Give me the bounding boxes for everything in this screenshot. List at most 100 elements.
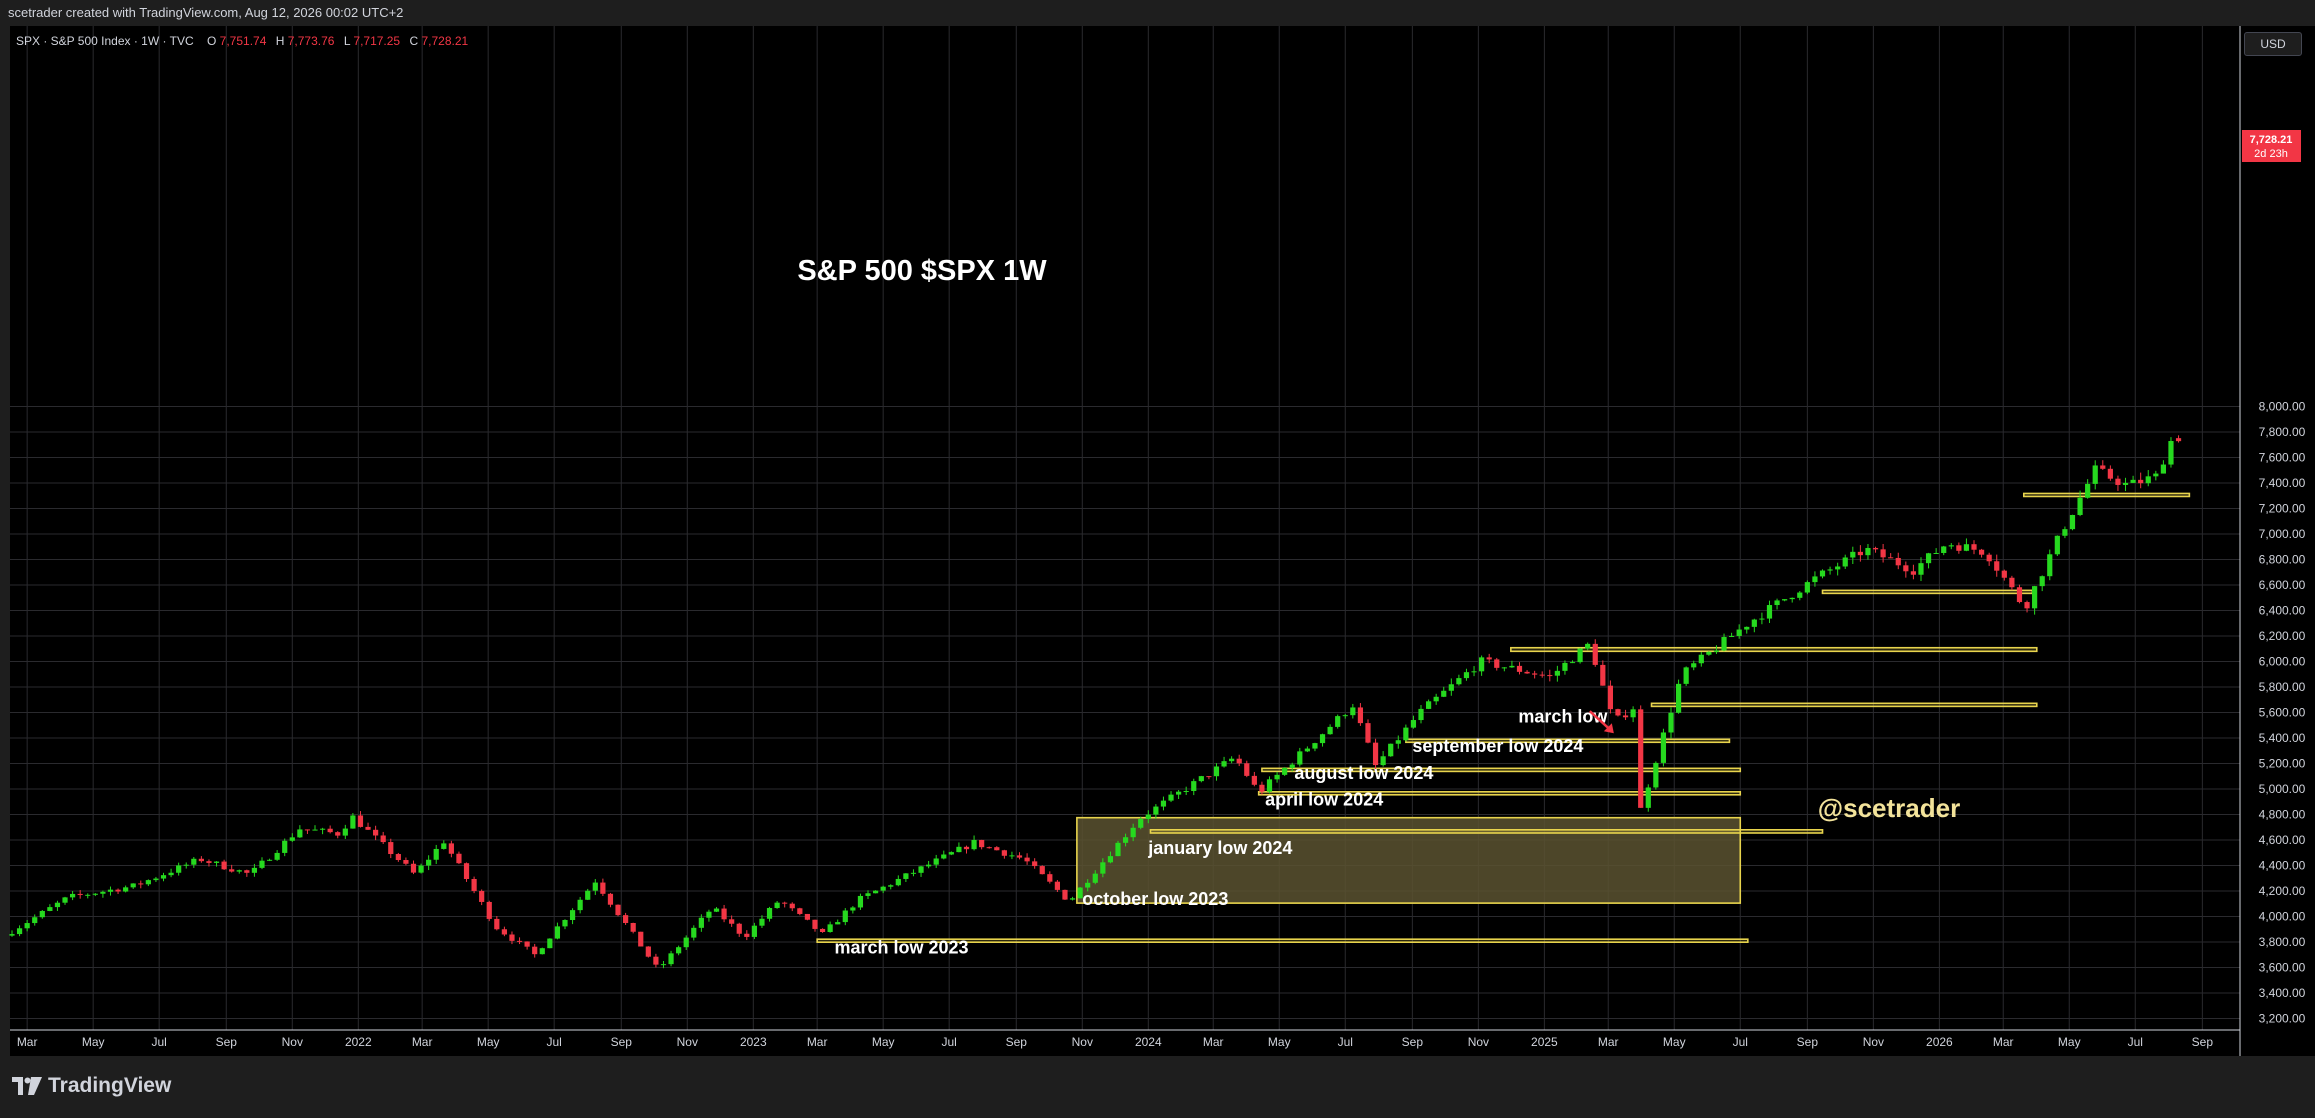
candle-body bbox=[570, 910, 575, 920]
candle-body bbox=[1055, 882, 1060, 890]
candle-body bbox=[2138, 480, 2143, 483]
candle-body bbox=[858, 896, 863, 908]
candle-body bbox=[1729, 636, 1734, 637]
price-tick-label: 6,400.00 bbox=[2259, 604, 2306, 618]
candle-body bbox=[956, 847, 961, 852]
candle-body bbox=[812, 920, 817, 929]
candle-body bbox=[282, 841, 287, 853]
time-tick-label: Mar bbox=[1993, 1035, 2014, 1049]
candle-body bbox=[1131, 828, 1136, 837]
candle-body bbox=[1926, 553, 1931, 563]
candle-body bbox=[828, 924, 833, 932]
candle-body bbox=[2168, 441, 2173, 465]
time-tick-label: Nov bbox=[1468, 1035, 1489, 1049]
price-chart[interactable]: march low 2023 october low 2023 january lo… bbox=[0, 0, 2315, 1056]
candle-body bbox=[1411, 720, 1416, 728]
candle-body bbox=[290, 837, 295, 840]
time-tick-label: 2026 bbox=[1926, 1035, 1953, 1049]
candle-body bbox=[881, 887, 886, 891]
candle-body bbox=[1661, 732, 1666, 762]
candle-body bbox=[1343, 715, 1348, 716]
price-axis-background[interactable] bbox=[2240, 26, 2315, 1056]
candle-body bbox=[2009, 578, 2014, 587]
candle-body bbox=[471, 879, 476, 891]
candle-body bbox=[25, 923, 30, 928]
candle-body bbox=[1608, 686, 1613, 709]
candle-body bbox=[479, 891, 484, 902]
candle-body bbox=[941, 855, 946, 859]
time-tick-label: Jul bbox=[1733, 1035, 1748, 1049]
candle-body bbox=[1865, 548, 1870, 555]
candle-body bbox=[1994, 561, 1999, 570]
candle-body bbox=[1024, 858, 1029, 862]
candle-body bbox=[1184, 791, 1189, 792]
candle-body bbox=[1547, 675, 1552, 676]
candle-body bbox=[1956, 545, 1961, 551]
candle-body bbox=[1237, 759, 1242, 764]
candle-body bbox=[1691, 663, 1696, 667]
candle-body bbox=[2055, 536, 2060, 555]
candle-body bbox=[1903, 565, 1908, 571]
candle-body bbox=[797, 908, 802, 914]
price-tick-label: 4,200.00 bbox=[2259, 884, 2306, 898]
candle-body bbox=[373, 830, 378, 836]
candle-body bbox=[1714, 650, 1719, 651]
legend-close-label: C bbox=[409, 34, 418, 48]
candle-body bbox=[744, 934, 749, 937]
candle-body bbox=[843, 911, 848, 923]
candle-body bbox=[608, 894, 613, 905]
candle-body bbox=[638, 932, 643, 947]
candle-body bbox=[888, 885, 893, 886]
candle-body bbox=[1062, 890, 1067, 900]
candle-body bbox=[1509, 666, 1514, 667]
candle-body bbox=[2115, 479, 2120, 485]
candle-body bbox=[1699, 655, 1704, 664]
tradingview-logo[interactable]: TradingView bbox=[12, 1074, 171, 1098]
candle-body bbox=[767, 908, 772, 919]
watermark: @scetrader bbox=[1818, 793, 1960, 823]
candle-body bbox=[2093, 465, 2098, 483]
candle-body bbox=[661, 964, 666, 965]
time-tick-label: Sep bbox=[611, 1035, 633, 1049]
candle-body bbox=[1418, 709, 1423, 720]
candle-body bbox=[388, 842, 393, 854]
tradingview-logo-icon bbox=[12, 1077, 42, 1095]
candle-body bbox=[1918, 563, 1923, 575]
candle-body bbox=[555, 926, 560, 938]
candle-body bbox=[1471, 671, 1476, 672]
candle-body bbox=[1221, 761, 1226, 766]
candle-body bbox=[1396, 740, 1401, 744]
candle-body bbox=[1502, 667, 1507, 668]
price-tick-label: 4,000.00 bbox=[2259, 910, 2306, 924]
candle-body bbox=[411, 864, 416, 873]
price-tick-label: 4,600.00 bbox=[2259, 833, 2306, 847]
legend-close-value: 7,728.21 bbox=[421, 34, 468, 48]
candle-body bbox=[1540, 675, 1545, 676]
candle-body bbox=[1532, 673, 1537, 674]
currency-button[interactable]: USD bbox=[2244, 32, 2302, 56]
last-price-tag: 7,728.21 2d 23h bbox=[2242, 130, 2301, 162]
time-tick-label: May bbox=[1268, 1035, 1291, 1049]
candle-body bbox=[365, 827, 370, 830]
candle-body bbox=[1252, 776, 1257, 785]
time-tick-label: May bbox=[872, 1035, 895, 1049]
candle-body bbox=[464, 863, 469, 879]
candle-body bbox=[934, 858, 939, 864]
candle-body bbox=[1191, 781, 1196, 791]
candle-body bbox=[305, 829, 310, 830]
candle-body bbox=[1199, 776, 1204, 781]
candle-body bbox=[1744, 627, 1749, 630]
candle-body bbox=[2100, 465, 2105, 468]
candle-body bbox=[123, 887, 128, 891]
candle-body bbox=[1214, 766, 1219, 776]
candle-body bbox=[593, 883, 598, 891]
candle-body bbox=[1206, 776, 1211, 777]
price-tick-label: 4,400.00 bbox=[2259, 859, 2306, 873]
candle-body bbox=[1312, 743, 1317, 748]
candle-body bbox=[1009, 855, 1014, 856]
candle-body bbox=[600, 883, 605, 894]
candle-body bbox=[1858, 552, 1863, 555]
candle-body bbox=[2062, 529, 2067, 536]
price-tick-label: 7,200.00 bbox=[2259, 502, 2306, 516]
candle-body bbox=[1434, 697, 1439, 702]
